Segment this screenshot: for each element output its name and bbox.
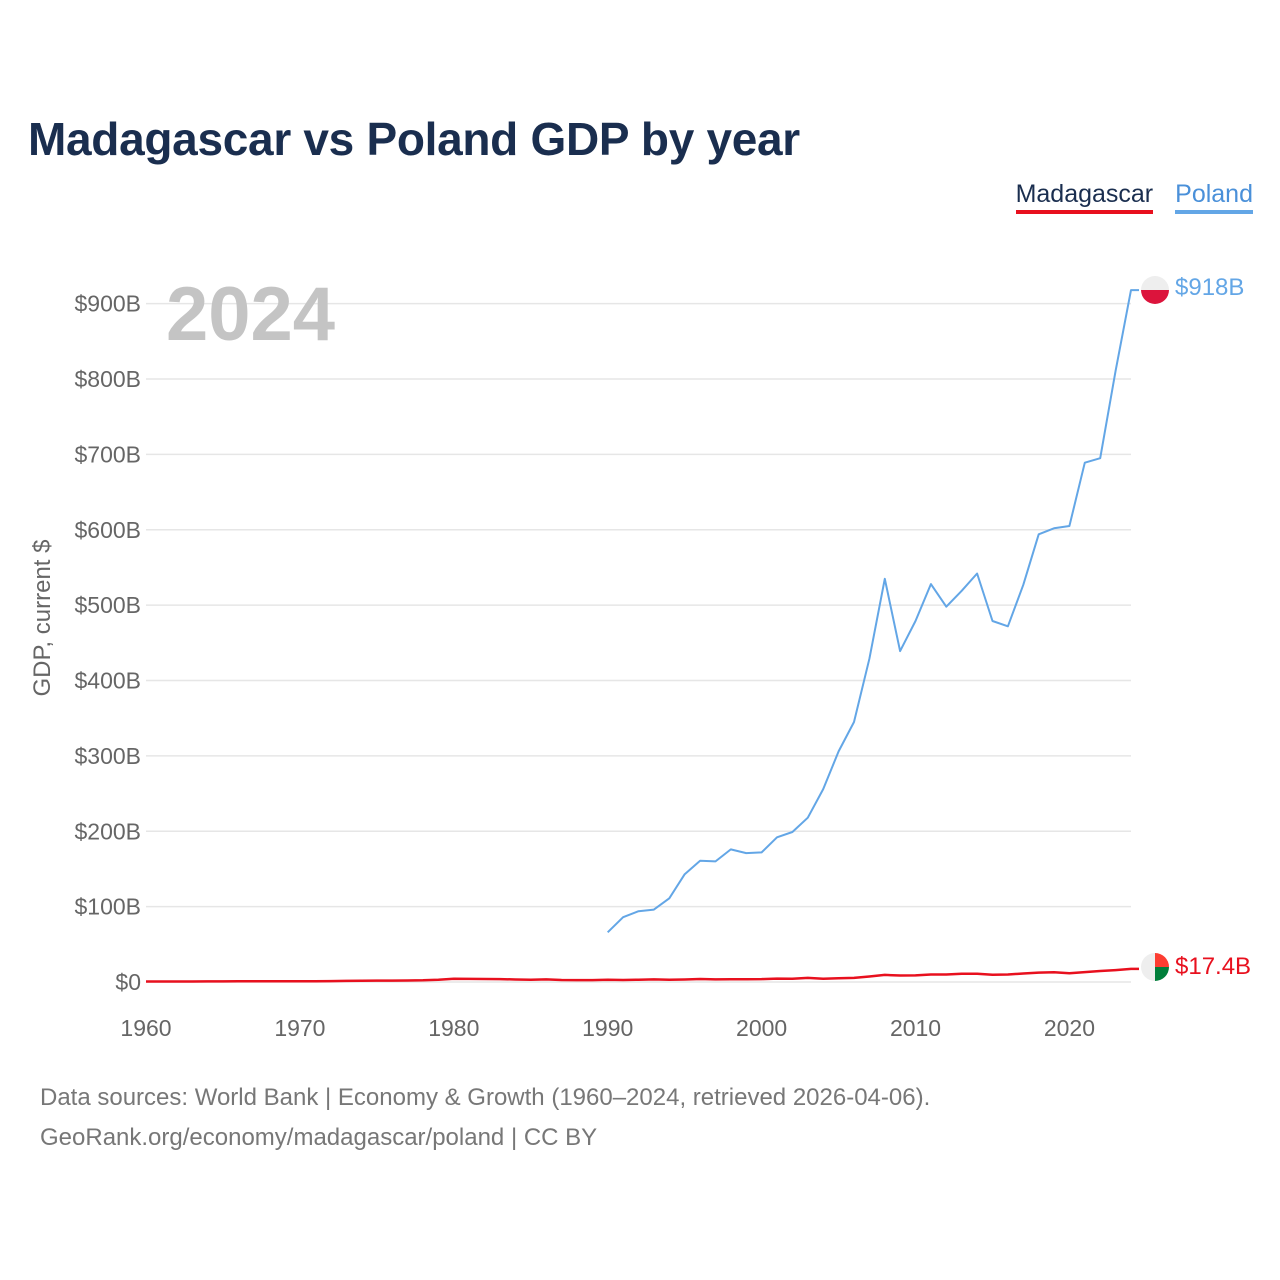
x-tick-label: 1990	[582, 1015, 633, 1041]
y-axis-label: GDP, current $	[29, 540, 56, 697]
y-tick-label: $900B	[74, 291, 141, 317]
y-tick-label: $300B	[74, 743, 141, 769]
y-tick-label: $400B	[74, 668, 141, 694]
series-lines	[146, 289, 1139, 983]
legend-item-poland[interactable]: Poland	[1175, 180, 1253, 214]
y-tick-label: $500B	[74, 592, 141, 618]
x-tick-label: 2000	[736, 1015, 787, 1041]
gdp-line-chart: $0 $100B $200B $300B $400B $500B $600B $700B $80…	[29, 272, 1251, 1041]
series-line-madagascar[interactable]	[146, 967, 1139, 983]
madagascar-end-value-label: $17.4B	[1175, 953, 1251, 980]
x-tick-label: 2020	[1044, 1015, 1095, 1041]
y-tick-label: $700B	[74, 441, 141, 467]
x-tick-label: 1960	[120, 1015, 171, 1041]
poland-end-value-label: $918B	[1175, 274, 1244, 301]
footer-sources: Data sources: World Bank | Economy & Gro…	[40, 1084, 931, 1111]
x-tick-label: 2010	[890, 1015, 941, 1041]
legend: Madagascar Poland	[1015, 180, 1253, 214]
x-axis-ticks: 1960 1970 1980 1990 2000 2010 2020	[120, 1015, 1095, 1041]
series-line-poland[interactable]	[606, 289, 1139, 934]
legend-item-madagascar[interactable]: Madagascar	[1015, 180, 1154, 214]
y-tick-label: $0	[115, 969, 141, 995]
year-watermark: 2024	[166, 272, 335, 357]
grid-lines	[146, 302, 1131, 983]
footer-attribution: GeoRank.org/economy/madagascar/poland | …	[40, 1124, 598, 1151]
y-tick-label: $800B	[74, 366, 141, 392]
x-tick-label: 1970	[274, 1015, 325, 1041]
x-tick-label: 1980	[428, 1015, 479, 1041]
madagascar-flag-icon	[1141, 953, 1169, 981]
poland-flag-icon	[1141, 276, 1169, 304]
chart-title: Madagascar vs Poland GDP by year	[28, 113, 800, 165]
y-axis-ticks: $0 $100B $200B $300B $400B $500B $600B $700B $80…	[74, 291, 141, 995]
y-tick-label: $600B	[74, 517, 141, 543]
y-tick-label: $200B	[74, 818, 141, 844]
y-tick-label: $100B	[74, 894, 141, 920]
